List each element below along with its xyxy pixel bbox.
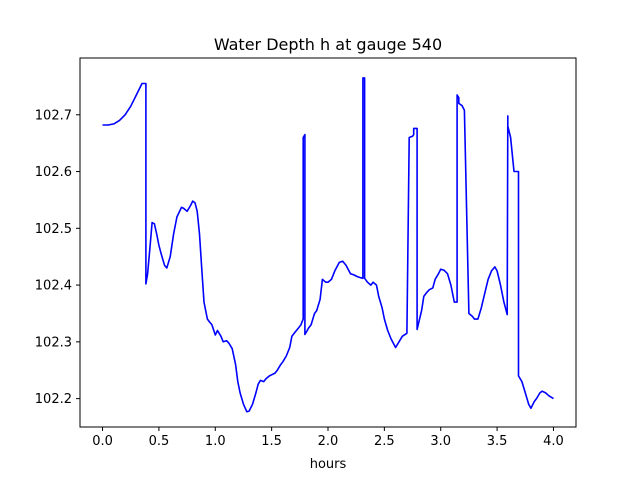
y-tick-label: 102.6: [35, 165, 72, 180]
y-tick-label: 102.5: [35, 222, 72, 237]
x-tick-label: 2.0: [318, 434, 339, 449]
x-tick-label: 1.0: [205, 434, 226, 449]
axes-frame: [79, 57, 577, 428]
y-tick-label: 102.2: [35, 392, 72, 407]
x-tick-label: 0.5: [149, 434, 170, 449]
x-axis-label: hours: [310, 457, 347, 472]
x-tick-label: 3.0: [430, 434, 451, 449]
x-tick-label: 1.5: [261, 434, 282, 449]
chart-title: Water Depth h at gauge 540: [214, 35, 442, 54]
x-tick-label: 4.0: [543, 434, 564, 449]
x-tick-label: 0.0: [92, 434, 113, 449]
plot-area: [102, 77, 554, 413]
y-tick-label: 102.7: [35, 108, 72, 123]
y-tick-label: 102.3: [35, 335, 72, 350]
x-tick-label: 2.5: [374, 434, 395, 449]
y-tick-label: 102.4: [35, 279, 72, 294]
x-tick-label: 3.5: [487, 434, 508, 449]
x-axis: 0.0 0.5 1.0 1.5 2.0 2.5 3.0 3.5 4.0: [92, 427, 564, 449]
y-axis: 102.2 102.3 102.4 102.5 102.6 102.7: [35, 108, 80, 407]
series-line-0: [102, 77, 554, 413]
